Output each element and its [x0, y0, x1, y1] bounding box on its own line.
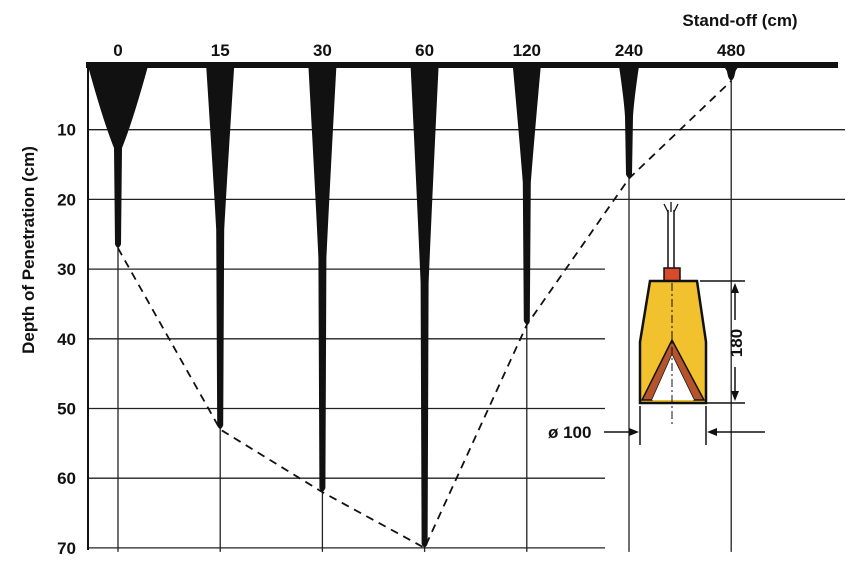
x-tick-label: 240 — [615, 41, 643, 60]
detonator-icon — [663, 267, 681, 282]
x-tick-label: 0 — [113, 41, 122, 60]
jet-0 — [88, 66, 148, 248]
x-tick-label: 480 — [717, 41, 745, 60]
height-label: 180 — [727, 329, 746, 357]
x-tick-labels: 0 15 30 60 120 240 480 — [113, 41, 745, 60]
jets — [88, 66, 740, 548]
x-tick-label: 60 — [415, 41, 434, 60]
x-axis-title: Stand-off (cm) — [682, 11, 797, 30]
jet-480 — [723, 66, 740, 81]
cone-cavity — [652, 355, 694, 400]
y-tick-label: 10 — [57, 121, 76, 140]
jet-30 — [308, 66, 337, 492]
shaped-charge-diagram: 180 ø 100 — [548, 202, 765, 445]
y-tick-label: 70 — [57, 539, 76, 558]
y-axis-title: Depth of Penetration (cm) — [19, 146, 38, 354]
jet-120 — [512, 66, 541, 325]
x-tick-label: 30 — [313, 41, 332, 60]
x-tick-label: 120 — [513, 41, 541, 60]
x-tick-label: 15 — [211, 41, 230, 60]
jet-240 — [619, 66, 639, 178]
y-tick-label: 30 — [57, 260, 76, 279]
grid — [88, 65, 845, 552]
jet-15 — [206, 66, 235, 429]
y-tick-label: 20 — [57, 190, 76, 209]
diameter-label: ø 100 — [548, 423, 591, 442]
y-tick-label: 60 — [57, 469, 76, 488]
wire-ends-icon — [663, 202, 679, 213]
y-tick-label: 50 — [57, 400, 76, 419]
y-tick-label: 40 — [57, 330, 76, 349]
y-tick-labels: 10 20 30 40 50 60 70 — [57, 121, 76, 558]
trend-line — [117, 80, 732, 550]
jet-60 — [410, 66, 439, 548]
